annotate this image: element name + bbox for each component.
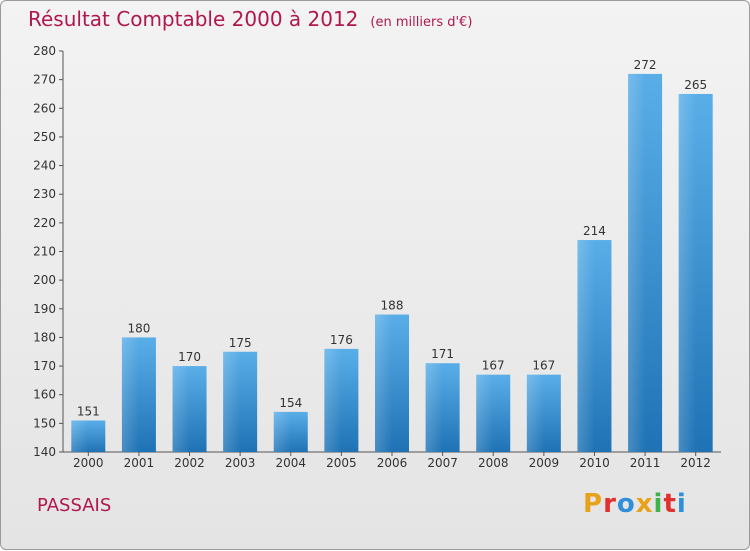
y-tick-label: 160 bbox=[33, 388, 56, 402]
bar-shine bbox=[476, 374, 494, 452]
bar-shine bbox=[375, 314, 392, 452]
data-label: 167 bbox=[482, 359, 505, 373]
y-tick-label: 200 bbox=[33, 273, 56, 287]
y-tick-label: 240 bbox=[33, 159, 56, 173]
chart-title: Résultat Comptable 2000 à 2012 (en millie… bbox=[28, 7, 472, 31]
x-tick-label: 2011 bbox=[630, 456, 661, 470]
x-tick-label: 2008 bbox=[478, 456, 509, 470]
logo-letter: t bbox=[663, 489, 677, 519]
bar-shine bbox=[577, 240, 595, 452]
x-tick-label: 2009 bbox=[529, 456, 560, 470]
y-tick-label: 150 bbox=[33, 416, 56, 430]
data-label: 265 bbox=[684, 78, 707, 92]
y-tick-label: 280 bbox=[33, 44, 56, 58]
data-label: 151 bbox=[77, 404, 100, 418]
bar-shine bbox=[526, 374, 544, 452]
y-tick-label: 270 bbox=[33, 73, 56, 87]
data-label: 175 bbox=[229, 336, 252, 350]
bar-shine bbox=[628, 73, 646, 453]
y-tick-label: 190 bbox=[33, 302, 56, 316]
y-tick-label: 140 bbox=[33, 445, 56, 459]
commune-name: PASSAIS bbox=[37, 495, 112, 516]
logo-letter: o bbox=[616, 489, 636, 519]
x-tick-label: 2005 bbox=[326, 456, 357, 470]
bar-shine bbox=[223, 351, 241, 452]
x-tick-label: 2007 bbox=[427, 456, 458, 470]
bar-shine bbox=[172, 366, 190, 452]
data-label: 180 bbox=[127, 321, 150, 335]
y-tick-label: 230 bbox=[33, 187, 56, 201]
bar-shine bbox=[71, 420, 89, 452]
logo-letter: i bbox=[653, 489, 664, 519]
y-tick-label: 170 bbox=[33, 359, 56, 373]
logo-letter: i bbox=[676, 489, 687, 519]
bar-shine bbox=[273, 411, 291, 452]
data-label: 170 bbox=[178, 350, 201, 364]
x-tick-label: 2010 bbox=[579, 456, 610, 470]
x-tick-label: 2001 bbox=[124, 456, 155, 470]
data-label: 214 bbox=[583, 224, 606, 238]
logo-letter: x bbox=[635, 489, 654, 519]
x-tick-label: 2002 bbox=[174, 456, 205, 470]
y-tick-label: 220 bbox=[33, 216, 56, 230]
x-tick-label: 2004 bbox=[275, 456, 306, 470]
x-tick-label: 2000 bbox=[73, 456, 104, 470]
x-tick-label: 2003 bbox=[225, 456, 256, 470]
chart-title-text: Résultat Comptable 2000 à 2012 bbox=[28, 7, 359, 31]
data-label: 272 bbox=[634, 58, 657, 72]
proxiti-logo: Proxiti bbox=[583, 489, 687, 519]
bar-shine bbox=[324, 348, 342, 452]
logo-letter: P bbox=[583, 489, 604, 519]
y-tick-label: 210 bbox=[33, 245, 56, 259]
chart-subtitle: (en milliers d'€) bbox=[370, 15, 473, 30]
bar-shine bbox=[121, 337, 139, 452]
x-tick-label: 2006 bbox=[377, 456, 408, 470]
y-tick-label: 260 bbox=[33, 101, 56, 115]
data-label: 176 bbox=[330, 333, 353, 347]
y-tick-label: 180 bbox=[33, 330, 56, 344]
y-tick-label: 250 bbox=[33, 130, 56, 144]
data-label: 171 bbox=[431, 347, 454, 361]
data-label: 188 bbox=[381, 299, 404, 313]
bar-shine bbox=[678, 93, 696, 452]
data-label: 154 bbox=[279, 396, 302, 410]
bar-shine bbox=[425, 363, 443, 452]
data-label: 167 bbox=[532, 359, 555, 373]
logo-letter: r bbox=[603, 489, 617, 519]
x-tick-label: 2012 bbox=[680, 456, 711, 470]
